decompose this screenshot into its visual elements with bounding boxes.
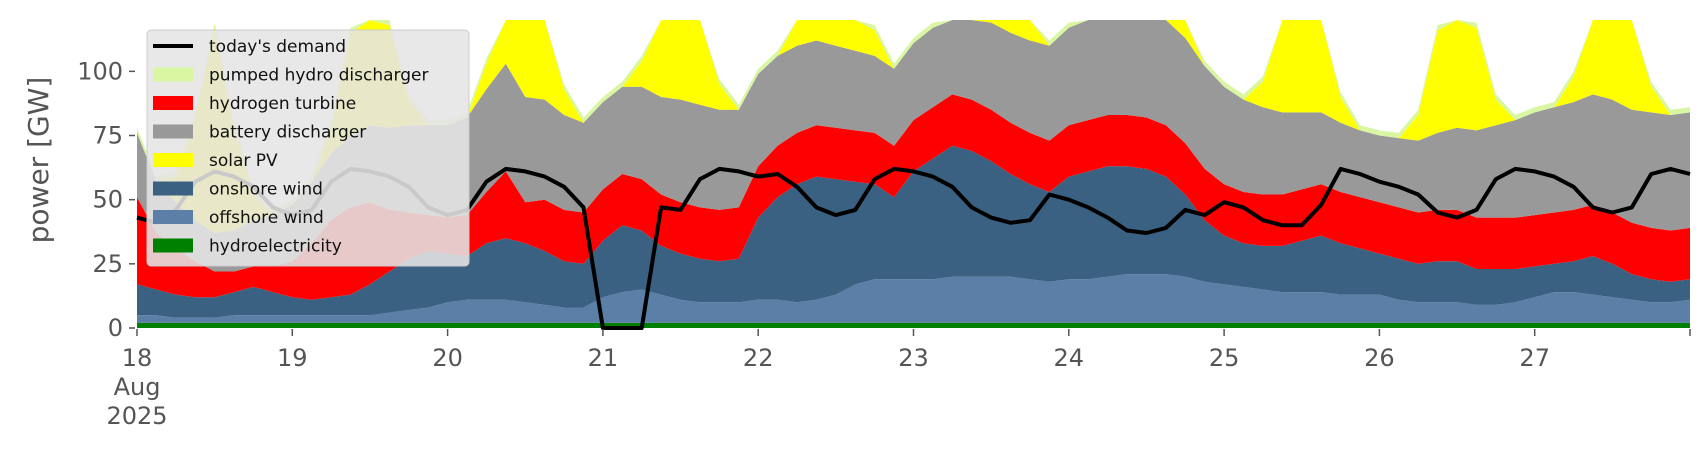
x-tick-label: 19 <box>277 344 308 372</box>
y-tick-label: 50 <box>92 186 123 214</box>
y-tick-label: 25 <box>92 250 123 278</box>
legend-box <box>146 29 470 267</box>
area-offshore-wind <box>137 274 1690 323</box>
legend-swatch-offshore-wind <box>153 210 193 224</box>
legend: today's demand pumped hydro discharger hyd… <box>146 29 470 267</box>
legend-swatch-battery-discharger <box>153 124 193 139</box>
y-tick-label: 0 <box>108 314 123 342</box>
area-hydroelectricity <box>137 322 1690 328</box>
y-tick-label: 100 <box>77 57 123 85</box>
y-axis-title: power [GW] <box>22 77 55 244</box>
x-tick-label: 23 <box>898 344 929 372</box>
area-onshore-wind <box>137 145 1690 318</box>
legend-label-solar-pv: solar PV <box>209 151 278 171</box>
x-tick-label: 26 <box>1364 344 1395 372</box>
x-tick-label: 18 <box>122 344 153 372</box>
legend-swatch-solar-pv <box>153 153 193 167</box>
x-tick-year: 2025 <box>106 402 167 430</box>
legend-swatch-onshore-wind <box>153 181 193 196</box>
x-tick-label: 25 <box>1209 344 1240 372</box>
area-solar-pv <box>137 20 1690 233</box>
legend-swatch-pumped-hydro-discharger <box>153 67 193 82</box>
legend-swatch-hydroelectricity <box>153 238 193 253</box>
x-tick-label: 20 <box>432 344 463 372</box>
legend-label-offshore-wind: offshore wind <box>209 208 324 228</box>
x-tick-label: 21 <box>588 344 619 372</box>
legend-label-hydroelectricity: hydroelectricity <box>209 237 342 257</box>
legend-label-hydrogen-turbine: hydrogen turbine <box>209 94 356 114</box>
x-tick-label: 27 <box>1519 344 1550 372</box>
y-axis: 0 25 50 75 100 <box>77 57 135 342</box>
legend-label-pumped-hydro-discharger: pumped hydro discharger <box>209 66 428 86</box>
y-tick-label: 75 <box>92 122 123 150</box>
area-hydrogen-turbine <box>137 94 1690 300</box>
legend-swatch-hydrogen-turbine <box>153 96 193 110</box>
legend-label-battery-discharger: battery discharger <box>209 123 366 143</box>
x-tick-label: 22 <box>743 344 774 372</box>
legend-label-today-s-demand: today's demand <box>209 37 346 57</box>
x-tick-label: 24 <box>1054 344 1085 372</box>
legend-label-onshore-wind: onshore wind <box>209 180 323 200</box>
x-tick-month: Aug <box>114 373 161 401</box>
